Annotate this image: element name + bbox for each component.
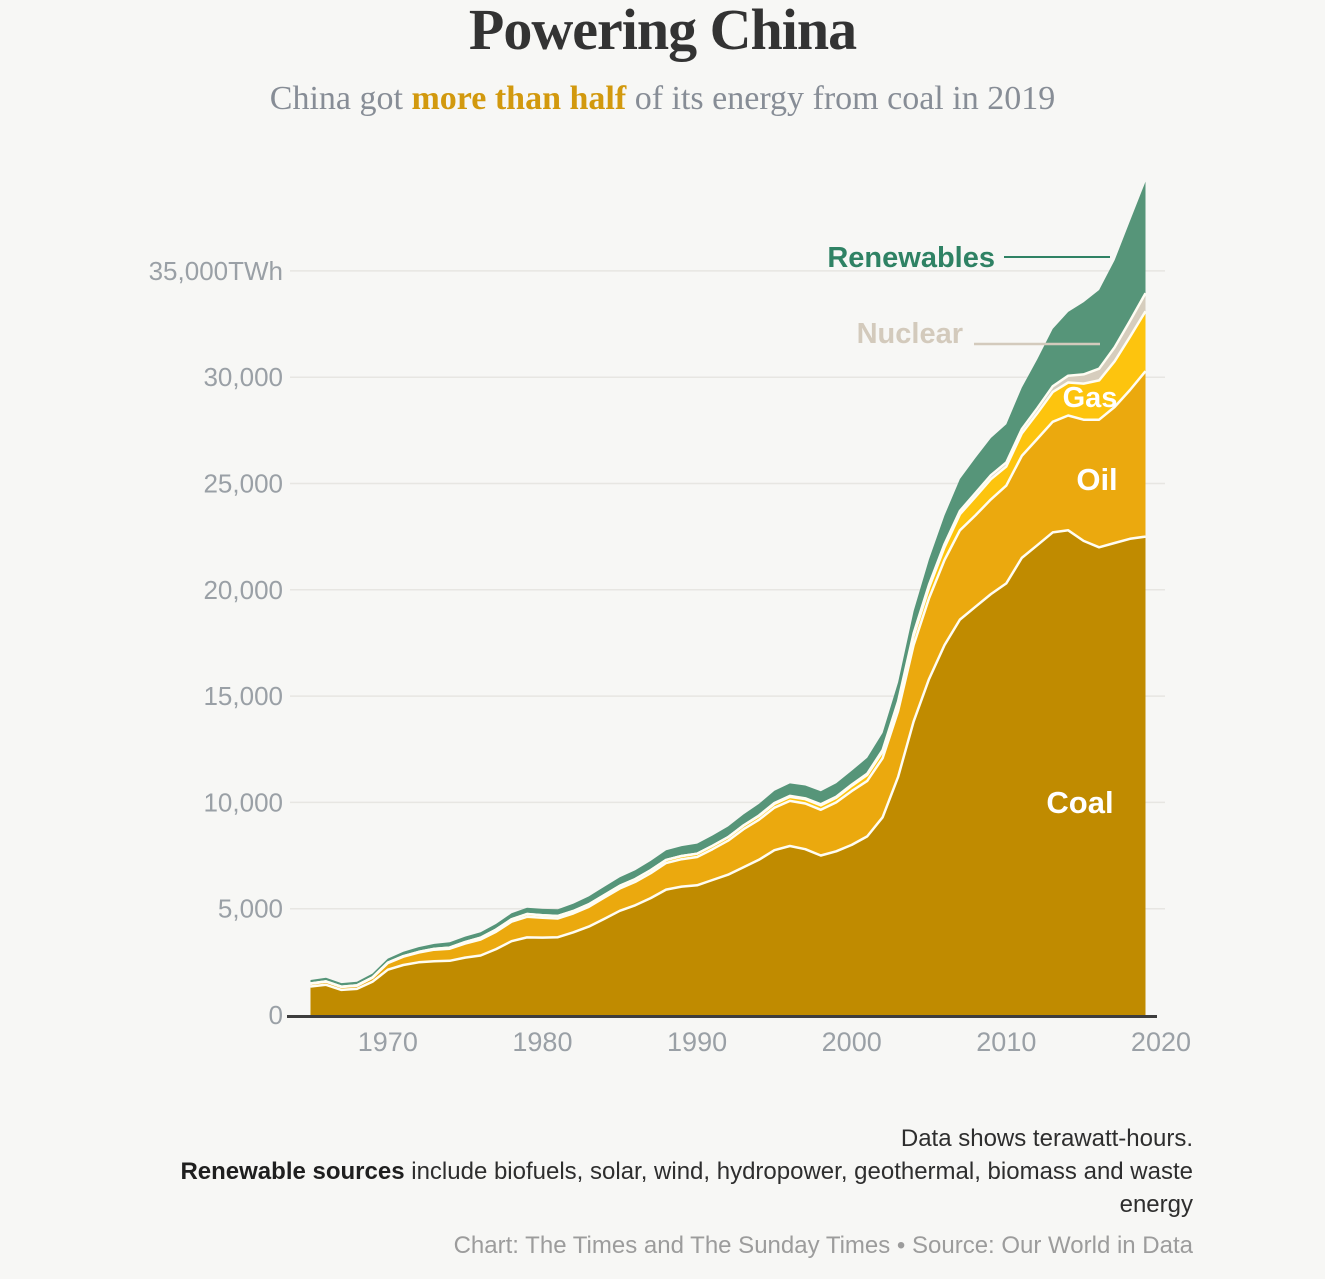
subtitle-text-post: of its energy from coal in 2019 (626, 80, 1056, 117)
y-tick-label: 30,000 (203, 362, 283, 392)
footnote-line-1: Data shows terawatt-hours. (900, 1125, 1193, 1152)
chart-credit: Chart: The Times and The Sunday Times • … (453, 1232, 1193, 1259)
y-tick-label: 35,000TWh (149, 256, 283, 286)
footnote-line-3: energy (1119, 1191, 1193, 1218)
subtitle-highlight: more than half (411, 80, 627, 117)
y-tick-label: 10,000 (203, 787, 283, 817)
y-tick-label: 15,000 (203, 681, 283, 711)
x-tick-label: 1990 (667, 1027, 727, 1057)
chart-footnote: Data shows terawatt-hours. Renewable sou… (93, 1122, 1193, 1262)
area-oil (310, 371, 1146, 990)
series-label-nuclear: Nuclear (857, 318, 963, 350)
footnote-bold-lead: Renewable sources (180, 1158, 405, 1185)
x-tick-label: 2020 (1131, 1027, 1191, 1057)
x-tick-label: 1970 (358, 1027, 418, 1057)
y-tick-label: 25,000 (203, 469, 283, 499)
series-label-renewables: Renewables (827, 242, 995, 274)
footnote-rest: include biofuels, solar, wind, hydropowe… (404, 1158, 1193, 1185)
subtitle-text-pre: China got (269, 80, 412, 117)
y-tick-label: 0 (269, 1000, 283, 1030)
x-tick-label: 2000 (822, 1027, 882, 1057)
y-tick-label: 20,000 (203, 575, 283, 605)
area-coal (310, 530, 1146, 1015)
y-tick-label: 5,000 (218, 894, 283, 924)
series-label-coal: Coal (1046, 785, 1113, 820)
chart-subtitle: China got more than half of its energy f… (0, 80, 1325, 118)
x-tick-label: 1980 (512, 1027, 572, 1057)
footnote-line-2: Renewable sources include biofuels, sola… (93, 1155, 1193, 1188)
series-label-gas: Gas (1063, 382, 1118, 414)
series-label-oil: Oil (1076, 462, 1117, 497)
chart-title: Powering China (468, 0, 857, 62)
boundary-line-coal (310, 529, 1146, 992)
x-tick-label: 2010 (976, 1027, 1036, 1057)
boundary-line-nuclear (310, 292, 1147, 988)
